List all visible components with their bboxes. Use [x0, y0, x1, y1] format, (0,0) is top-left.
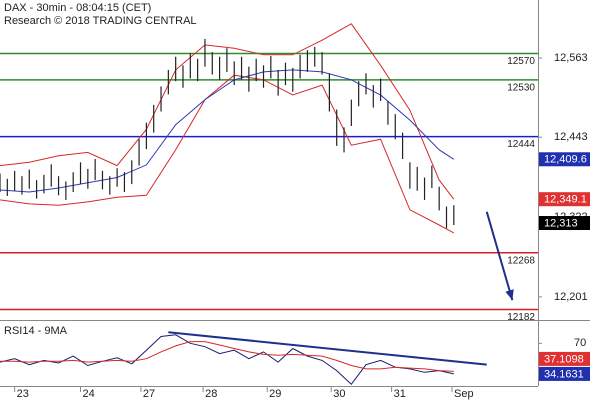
rsi-line: [0, 341, 454, 372]
trend-arrow: [485, 211, 514, 301]
trend-line: [168, 331, 487, 366]
level-label: 12182: [507, 312, 535, 323]
x-tick-label: 28: [205, 388, 217, 400]
price-label: 12,349.1: [544, 194, 587, 206]
x-tick-label: 23: [17, 388, 29, 400]
price-label-box: [539, 192, 590, 207]
rsi-label: 34.1631: [544, 368, 584, 380]
rsi-label: 37.1098: [544, 353, 584, 365]
rsi-label-box: [539, 351, 590, 366]
chart-title: DAX - 30min - 08:04:15 (CET): [4, 2, 151, 14]
price-label-box: [539, 152, 590, 167]
level-label: 12268: [507, 255, 535, 266]
level-label: 12570: [507, 56, 535, 67]
x-tick-label: 24: [83, 388, 95, 400]
x-tick-label: 30: [333, 388, 345, 400]
y-tick-label: 12,563: [554, 52, 588, 64]
y-tick-label: 12,443: [554, 131, 588, 143]
panel-title: RSI14 - 9MA: [4, 325, 68, 337]
price-label-box: [539, 216, 590, 231]
chart-subtitle: Research © 2018 TRADING CENTRAL: [4, 15, 197, 27]
price-label: 12,409.6: [544, 154, 587, 166]
indicator-line: [0, 23, 455, 200]
x-tick-label: 31: [394, 388, 406, 400]
level-label: 12444: [507, 139, 535, 150]
x-tick-label: Sep: [454, 388, 474, 400]
x-tick-label: 29: [269, 388, 281, 400]
arrow-head: [505, 289, 514, 301]
y-tick-label: 12,201: [554, 291, 588, 303]
x-tick-label: 27: [143, 388, 155, 400]
rsi-line: [0, 334, 454, 386]
rsi-label-box: [539, 366, 590, 381]
price-label: 12,313: [544, 217, 578, 229]
level-label: 12530: [507, 82, 535, 93]
y-tick-label: 70: [574, 337, 586, 349]
